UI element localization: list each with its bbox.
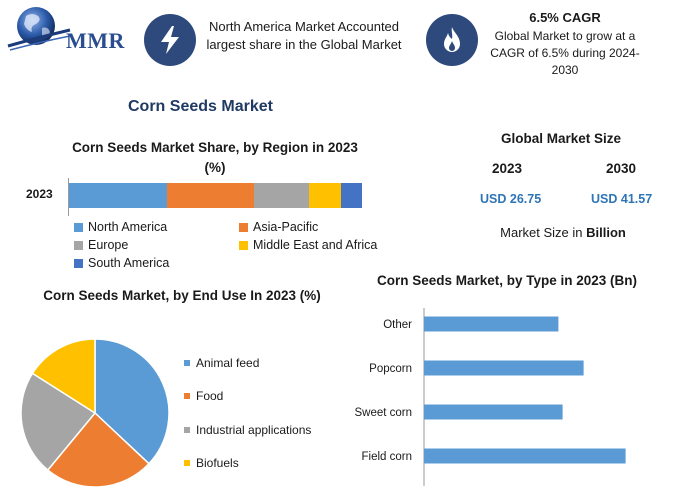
pie-slice-food — [46, 411, 151, 488]
legend-swatch — [184, 460, 190, 467]
logo-text: MMR — [66, 28, 125, 53]
bar-field-corn — [424, 448, 626, 464]
bar-sweet-corn — [424, 404, 563, 420]
legend-swatch — [184, 359, 190, 366]
legend-item-south-america: South America — [74, 254, 239, 272]
lightning-badge — [144, 14, 196, 66]
legend-swatch — [74, 240, 83, 250]
enduse-pie-chart — [20, 338, 170, 488]
legend-label: South America — [88, 256, 170, 270]
bar-segment-south-america — [341, 183, 362, 208]
legend-item-animal-feed: Animal feed — [184, 346, 311, 380]
category-label-sweet-corn: Sweet corn — [354, 407, 412, 419]
value-2030: USD 41.57 — [591, 192, 653, 206]
global-size-title: Global Market Size — [500, 131, 622, 146]
cagr-description: Global Market to grow at a CAGR of 6.5% … — [490, 29, 640, 77]
unit-prefix: Market Size in — [500, 225, 587, 240]
bar-segment-europe — [253, 183, 310, 208]
globe-icon — [7, 7, 71, 51]
legend-item-industrial-applications: Industrial applications — [184, 413, 311, 447]
value-2023: USD 26.75 — [480, 192, 542, 206]
legend-item-asia-pacific: Asia-Pacific — [239, 218, 404, 236]
page-title: Corn Seeds Market — [128, 98, 273, 115]
year-2030-label: 2030 — [606, 161, 637, 176]
unit-bold: Billion — [586, 225, 626, 240]
legend-label: Animal feed — [196, 355, 260, 370]
bar-segment-middle-east-and-africa — [309, 183, 342, 208]
region-chart-category-label: 2023 — [26, 187, 53, 201]
legend-swatch — [74, 222, 83, 232]
type-chart-title: Corn Seeds Market, by Type in 2023 (Bn) — [376, 273, 638, 288]
category-label-other: Other — [383, 319, 412, 331]
region-chart-title: Corn Seeds Market Share, by Region in 20… — [72, 140, 358, 175]
pie-slice-industrial-applications — [20, 372, 97, 472]
region-legend: North America Asia-Pacific Europe Middle Ea… — [74, 218, 404, 272]
legend-swatch — [239, 222, 248, 232]
market-size-unit: Market Size in Billion — [482, 225, 644, 240]
mmr-logo: MMR — [4, 4, 132, 54]
region-chart-axis — [68, 178, 69, 216]
legend-label: Middle East and Africa — [253, 238, 378, 252]
legend-swatch — [74, 258, 83, 268]
type-bar-chart: Other Popcorn Sweet corn Field corn — [354, 308, 626, 486]
legend-swatch — [184, 393, 190, 400]
legend-item-north-america: North America — [74, 218, 239, 236]
legend-label: Biofuels — [196, 456, 239, 471]
category-label-field-corn: Field corn — [362, 451, 413, 463]
enduse-chart-title: Corn Seeds Market, by End Use In 2023 (%… — [43, 288, 321, 303]
legend-item-europe: Europe — [74, 236, 239, 254]
flame-icon — [444, 27, 460, 52]
cagr-title: 6.5% CAGR — [529, 10, 601, 25]
legend-swatch — [239, 240, 248, 250]
legend-item-biofuels: Biofuels — [184, 447, 311, 481]
legend-label: Industrial applications — [196, 422, 312, 437]
year-2023-label: 2023 — [492, 161, 523, 176]
lightning-icon — [161, 26, 179, 54]
legend-item-middle-east-and-africa: Middle East and Africa — [239, 236, 404, 254]
category-label-popcorn: Popcorn — [369, 363, 412, 375]
bar-segment-north-america — [69, 183, 168, 208]
legend-swatch — [184, 426, 190, 433]
bar-segment-asia-pacific — [167, 183, 254, 208]
flame-badge — [426, 14, 478, 66]
legend-label: Asia-Pacific — [253, 220, 319, 234]
pie-slice-animal-feed — [94, 338, 170, 465]
bar-other — [424, 316, 559, 332]
region-highlight-text: North America Market Accounted largest s… — [206, 19, 402, 52]
legend-label: North America — [88, 220, 168, 234]
pie-slice-biofuels — [31, 338, 96, 415]
legend-item-food: Food — [184, 380, 311, 414]
bar-popcorn — [424, 360, 584, 376]
legend-label: Food — [196, 389, 224, 404]
legend-label: Europe — [88, 238, 129, 252]
enduse-legend: Animal feed Food Industrial applications Bi… — [184, 346, 311, 480]
region-stacked-bar — [69, 183, 362, 208]
